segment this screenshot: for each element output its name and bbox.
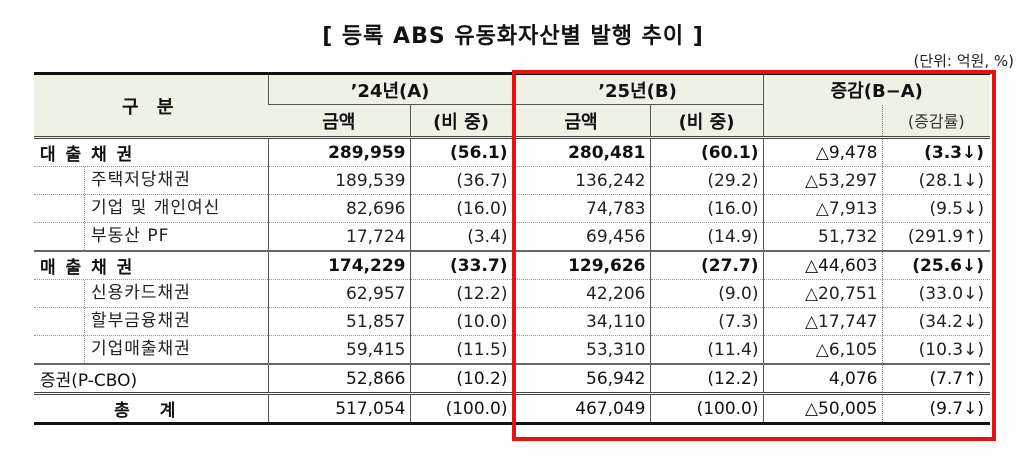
row-label: 할부금융채권: [84, 308, 268, 335]
diff: △44,603: [762, 251, 882, 280]
rate: (25.6↓): [881, 251, 990, 280]
table-row: 기업매출채권 59,415 (11.5) 53,310 (11.4) △6,10…: [34, 335, 990, 365]
row-label: 매 출 채 권: [34, 251, 268, 280]
row-label: 신용카드채권: [84, 280, 268, 307]
b-share: (60.1): [649, 137, 763, 167]
table-row: 부동산 PF 17,724 (3.4) 69,456 (14.9) 51,732…: [34, 222, 990, 252]
rate: (10.3↓): [881, 335, 990, 365]
rate: (9.5↓): [881, 194, 990, 223]
a-share: (36.7): [409, 166, 512, 195]
unit-note: (단위: 억원, %): [913, 52, 1014, 70]
diff: △9,478: [762, 137, 882, 167]
row-label: 기업 및 개인여신: [84, 195, 268, 222]
header-a-share: (비 중): [409, 104, 512, 139]
b-share: (14.9): [649, 222, 763, 252]
a-share: (16.0): [409, 194, 512, 223]
b-share: (12.2): [649, 364, 763, 395]
table-row: 매 출 채 권 174,229 (33.7) 129,626 (27.7) △4…: [34, 251, 990, 280]
row-label: 총 계: [34, 393, 268, 425]
a-share: (10.0): [409, 307, 512, 336]
a-amount: 82,696: [267, 194, 410, 223]
b-amount: 53,310: [511, 335, 650, 365]
diff: △20,751: [762, 279, 882, 308]
b-amount: 34,110: [511, 307, 650, 336]
diff: △6,105: [762, 335, 882, 365]
a-amount: 289,959: [267, 137, 410, 167]
header-rate: (증감률): [881, 104, 990, 139]
abs-issuance-table: 구 분 ’24년(A) ’25년(B) 증감(B−A) 금액 (비 중) 금액 …: [34, 72, 990, 425]
a-share: (10.2): [409, 364, 512, 395]
a-amount: 62,957: [267, 279, 410, 308]
header-diff-amount: [762, 104, 882, 139]
b-amount: 74,783: [511, 194, 650, 223]
diff: △17,747: [762, 307, 882, 336]
header-change: 증감(B−A): [762, 72, 990, 105]
table-row: 대 출 채 권 289,959 (56.1) 280,481 (60.1) △9…: [34, 137, 990, 167]
rate: (9.7↓): [881, 393, 990, 425]
table-row: 기업 및 개인여신 82,696 (16.0) 74,783 (16.0) △7…: [34, 194, 990, 223]
rate: (3.3↓): [881, 137, 990, 167]
row-label: 기업매출채권: [84, 336, 268, 363]
b-share: (100.0): [649, 393, 763, 425]
b-share: (11.4): [649, 335, 763, 365]
rate: (34.2↓): [881, 307, 990, 336]
header-b-share: (비 중): [649, 104, 763, 139]
table-row: 주택저당채권 189,539 (36.7) 136,242 (29.2) △53…: [34, 166, 990, 195]
a-amount: 517,054: [267, 393, 410, 425]
a-share: (3.4): [409, 222, 512, 252]
a-share: (100.0): [409, 393, 512, 425]
a-share: (11.5): [409, 335, 512, 365]
a-amount: 17,724: [267, 222, 410, 252]
a-amount: 59,415: [267, 335, 410, 365]
table-row-total: 총 계 517,054 (100.0) 467,049 (100.0) △50,…: [34, 393, 990, 425]
header-b-amount: 금액: [511, 104, 650, 139]
b-share: (16.0): [649, 194, 763, 223]
b-amount: 136,242: [511, 166, 650, 195]
diff: △50,005: [762, 393, 882, 425]
diff: 51,732: [762, 222, 882, 252]
row-label: 부동산 PF: [84, 223, 268, 250]
rate: (291.9↑): [881, 222, 990, 252]
a-amount: 174,229: [267, 251, 410, 280]
a-share: (33.7): [409, 251, 512, 280]
b-amount: 467,049: [511, 393, 650, 425]
row-label: 증권(P-CBO): [34, 364, 268, 395]
table-title: [ 등록 ABS 유동화자산별 발행 추이 ]: [322, 24, 704, 49]
row-label: 대 출 채 권: [34, 137, 268, 167]
b-amount: 69,456: [511, 222, 650, 252]
b-amount: 280,481: [511, 137, 650, 167]
a-amount: 51,857: [267, 307, 410, 336]
diff: △7,913: [762, 194, 882, 223]
b-share: (7.3): [649, 307, 763, 336]
header-period-a: ’24년(A): [267, 72, 512, 105]
b-share: (29.2): [649, 166, 763, 195]
b-share: (9.0): [649, 279, 763, 308]
rate: (28.1↓): [881, 166, 990, 195]
table-row: 증권(P-CBO) 52,866 (10.2) 56,942 (12.2) 4,…: [34, 364, 990, 395]
b-amount: 129,626: [511, 251, 650, 280]
rate: (33.0↓): [881, 279, 990, 308]
a-amount: 189,539: [267, 166, 410, 195]
diff: 4,076: [762, 364, 882, 395]
table-row: 할부금융채권 51,857 (10.0) 34,110 (7.3) △17,74…: [34, 307, 990, 336]
header-period-b: ’25년(B): [511, 72, 763, 105]
a-share: (12.2): [409, 279, 512, 308]
table-row: 신용카드채권 62,957 (12.2) 42,206 (9.0) △20,75…: [34, 279, 990, 308]
header-a-amount: 금액: [268, 104, 410, 139]
row-label: 주택저당채권: [84, 167, 268, 194]
a-share: (56.1): [409, 137, 512, 167]
header-category: 구 분: [34, 72, 268, 139]
b-amount: 42,206: [511, 279, 650, 308]
diff: △53,297: [762, 166, 882, 195]
b-share: (27.7): [649, 251, 763, 280]
rate: (7.7↑): [881, 364, 990, 395]
a-amount: 52,866: [267, 364, 410, 395]
b-amount: 56,942: [511, 364, 650, 395]
